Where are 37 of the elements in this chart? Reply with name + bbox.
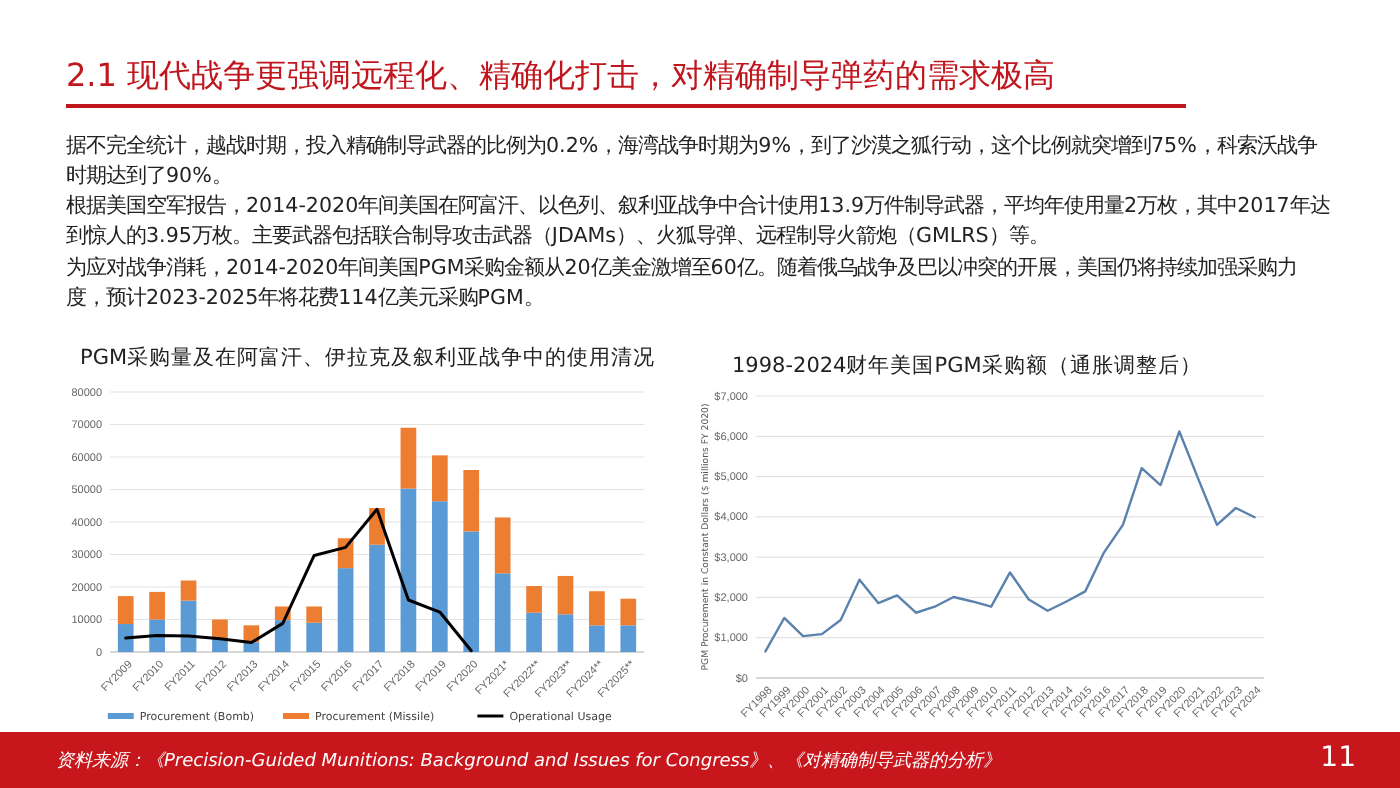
bar bbox=[463, 470, 480, 532]
line-series bbox=[764, 430, 1256, 653]
bar bbox=[620, 625, 637, 652]
bar bbox=[526, 612, 542, 652]
bar bbox=[589, 625, 605, 652]
bar bbox=[306, 606, 323, 623]
bar bbox=[526, 586, 542, 613]
bar bbox=[557, 614, 574, 652]
text: 为应对战争消耗，2014-2020年间美国PGM采购金额从20亿美金激增至60亿。随着俄乌战争及巴以冲突的开展，美国仍将持续加强采购力度，预计2023-2025年将花费114亿美元采购PGM。 bbox=[66, 254, 1299, 314]
bar bbox=[589, 591, 605, 626]
bar bbox=[149, 591, 165, 620]
bar bbox=[400, 488, 417, 652]
text: 根据美国空军报告，2014-2020年间美国在阿富汗、以色列、叙利亚战争中合计使用13.9万件制导武器，平均年使用量2万枚，其中2017年达到惊人的3.95万枚。主要武器包括联合制导攻击武器（JDAMs）、火狐导弹、远程制导火箭炮（GMLRS）等。 bbox=[66, 192, 1332, 252]
bar bbox=[306, 622, 323, 652]
line-series bbox=[124, 507, 473, 653]
bar bbox=[463, 531, 480, 652]
bar bbox=[337, 568, 354, 652]
bar bbox=[400, 427, 417, 489]
bar bbox=[117, 624, 134, 652]
bar bbox=[494, 573, 511, 652]
bar bbox=[149, 619, 165, 652]
text: 11 bbox=[1320, 742, 1356, 774]
text: 据不完全统计，越战时期，投入精确制导武器的比例为0.2%，海湾战争时期为9%，到了沙漠之狐行动，这个比例就突增到75%，科索沃战争时期达到了90%。 bbox=[66, 132, 1319, 192]
chart-title: PGM采购量及在阿富汗、伊拉克及叙利亚战争中的使用清况 bbox=[80, 344, 656, 370]
bar bbox=[180, 580, 197, 601]
bar bbox=[212, 619, 228, 639]
bar bbox=[557, 575, 574, 615]
bar bbox=[431, 501, 448, 652]
bar bbox=[494, 517, 511, 574]
text: 2.1 现代战争更强调远程化、精确化打击，对精确制导弹药的需求极高 bbox=[66, 56, 1056, 98]
bar bbox=[369, 544, 385, 652]
chart-title: 1998-2024财年美国PGM采购额（通胀调整后） bbox=[732, 352, 1202, 378]
bar bbox=[117, 596, 134, 625]
bar bbox=[620, 598, 637, 626]
bar bbox=[431, 455, 448, 502]
bar bbox=[274, 620, 291, 652]
text: 资料来源：《Precision-Guided Munitions: Background and Issues for Congress》、《对精确制导武器的分析》 bbox=[56, 749, 1002, 774]
